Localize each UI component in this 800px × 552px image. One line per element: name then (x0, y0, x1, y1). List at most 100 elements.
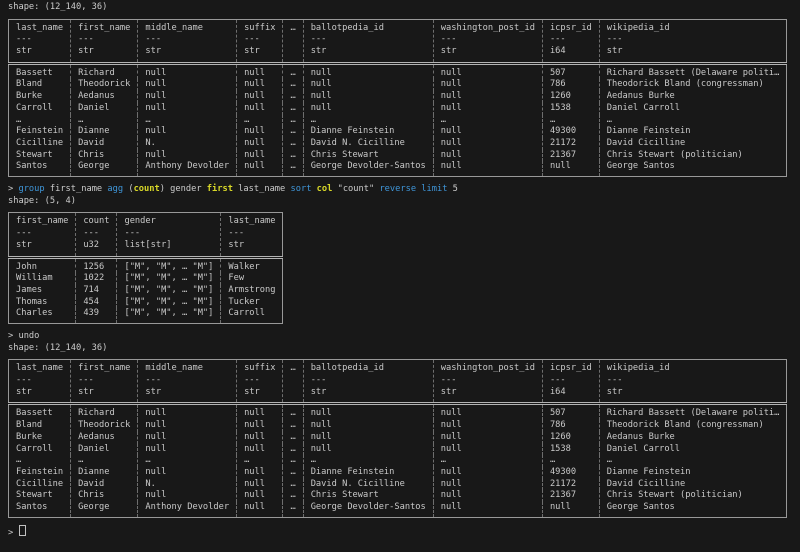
col-name: ballotpedia_id (310, 22, 384, 33)
col-dash: --- (145, 34, 162, 45)
cell: null (137, 443, 238, 456)
keyword-token: reverse (379, 184, 417, 195)
table-row: Bassett Richard null null… null null 507 Richar… (8, 403, 788, 421)
cell: … (282, 102, 304, 115)
column-header-middle_name: middle_name --- str (137, 359, 238, 406)
col-dash: --- (16, 228, 32, 239)
cell: George (70, 161, 139, 177)
cell: Stewart (8, 149, 72, 162)
column-header-suffix: suffix --- str (236, 19, 284, 65)
command-text: > (8, 331, 19, 342)
col-dash (290, 34, 295, 46)
cell: ["M", "M", … "M"] (116, 284, 222, 297)
col-name: last_name (16, 363, 64, 374)
col-name: middle_name (145, 363, 203, 374)
column-header-middle_name: middle_name --- str (137, 19, 238, 65)
cell: null (137, 63, 238, 80)
cell: Anthony Devolder (137, 161, 238, 177)
cell: Daniel (70, 443, 139, 456)
cell: null (433, 63, 543, 80)
cell: … (282, 149, 304, 162)
cell: null (236, 466, 284, 479)
table-row: Feinstein Dianne null null… Dianne Feinstein… (8, 466, 788, 479)
cell: 714 (75, 284, 118, 297)
col-dtype: i64 (549, 386, 566, 397)
col-name: … (290, 22, 296, 33)
shape-text: shape: (12_140, 36) (8, 2, 108, 12)
col-dash: --- (16, 34, 32, 45)
col-dash: --- (228, 228, 245, 239)
cell: ["M", "M", … "M"] (116, 308, 222, 324)
cell: Dianne Feinstein (303, 466, 434, 479)
cell: null (303, 79, 434, 92)
prompt-symbol: > (8, 527, 19, 538)
col-dtype (290, 387, 295, 399)
col-dash: --- (16, 375, 32, 386)
cell: null (236, 79, 284, 92)
terminal-screen[interactable]: shape: (12_140, 36) last_name --- str first… (0, 0, 800, 538)
cell: null (137, 403, 238, 421)
cell: null (137, 126, 238, 138)
col-name: last_name (16, 22, 64, 33)
col-name: suffix (244, 363, 276, 374)
cell: Theodorick (70, 420, 139, 432)
col-dtype: str (78, 46, 94, 57)
cell: David (70, 137, 139, 150)
col-name: ballotpedia_id (310, 363, 384, 374)
col-dtype: str (606, 386, 623, 397)
cell: null (433, 91, 543, 103)
cell: ["M", "M", … "M"] (116, 273, 222, 285)
command-text: last_name (232, 184, 291, 195)
cell: ["M", "M", … "M"] (116, 257, 222, 274)
table-row: Santos George Anthony Devolder null… George … (8, 161, 788, 177)
cell: George Santos (599, 502, 788, 518)
table-row: Stewart Chris null null… Chris Stewart null 21… (8, 149, 788, 162)
cell: 21172 (542, 478, 600, 491)
table-row: ……………………… (8, 455, 788, 467)
cell: … (433, 114, 543, 127)
cell: N. (137, 137, 238, 150)
col-dtype: str (440, 46, 457, 57)
cell: … (282, 443, 304, 456)
cell: null (303, 102, 434, 115)
cell: Daniel (70, 102, 139, 115)
cell: 1256 (75, 257, 118, 274)
cell: … (282, 466, 304, 479)
col-dash: --- (549, 375, 566, 386)
table-row: Carroll Daniel null null… null null 1538 Daniel… (8, 443, 788, 456)
keyword-token: sort (290, 184, 312, 195)
cell: Few (220, 273, 284, 285)
cell: … (542, 114, 600, 127)
cell: Bland (8, 420, 72, 432)
shape-line-3: shape: (12_140, 36) (8, 343, 800, 355)
column-header-icpsr_id: icpsr_id --- i64 (542, 19, 600, 65)
col-dtype: str (310, 386, 327, 397)
shape-text: shape: (5, 4) (8, 195, 76, 206)
cell: Dianne Feinstein (599, 466, 788, 479)
cell: Chris Stewart (politician) (599, 490, 788, 503)
column-header-last_name: last_name --- str (8, 359, 72, 406)
cell: Aedanus Burke (599, 431, 788, 444)
prompt-line[interactable]: > (8, 524, 800, 538)
cell: Bland (8, 79, 72, 92)
cell: Richard Bassett (Delaware politi… (599, 63, 788, 80)
function-token: count (133, 184, 160, 195)
table-row: John 1256 ["M", "M", … "M"] Walker (8, 257, 284, 274)
cell: null (303, 420, 434, 432)
col-dtype: str (16, 239, 32, 250)
column-header-ellipsis: … (282, 19, 304, 65)
cell: … (8, 455, 72, 467)
cell: null (137, 420, 238, 432)
table-row: James 714 ["M", "M", … "M"] Armstrong (8, 284, 284, 297)
col-dtype: str (228, 239, 245, 250)
text-cursor[interactable] (19, 524, 27, 536)
cell: Chris Stewart (politician) (599, 149, 788, 162)
table-row: Cicilline David N. null… David N. Cicilline n… (8, 137, 788, 150)
cell: Daniel Carroll (599, 102, 788, 115)
cell: null (433, 431, 543, 444)
command-text: ( (123, 184, 134, 195)
cell: … (282, 403, 304, 421)
cell: Armstrong (220, 284, 284, 297)
cell: null (236, 102, 284, 115)
